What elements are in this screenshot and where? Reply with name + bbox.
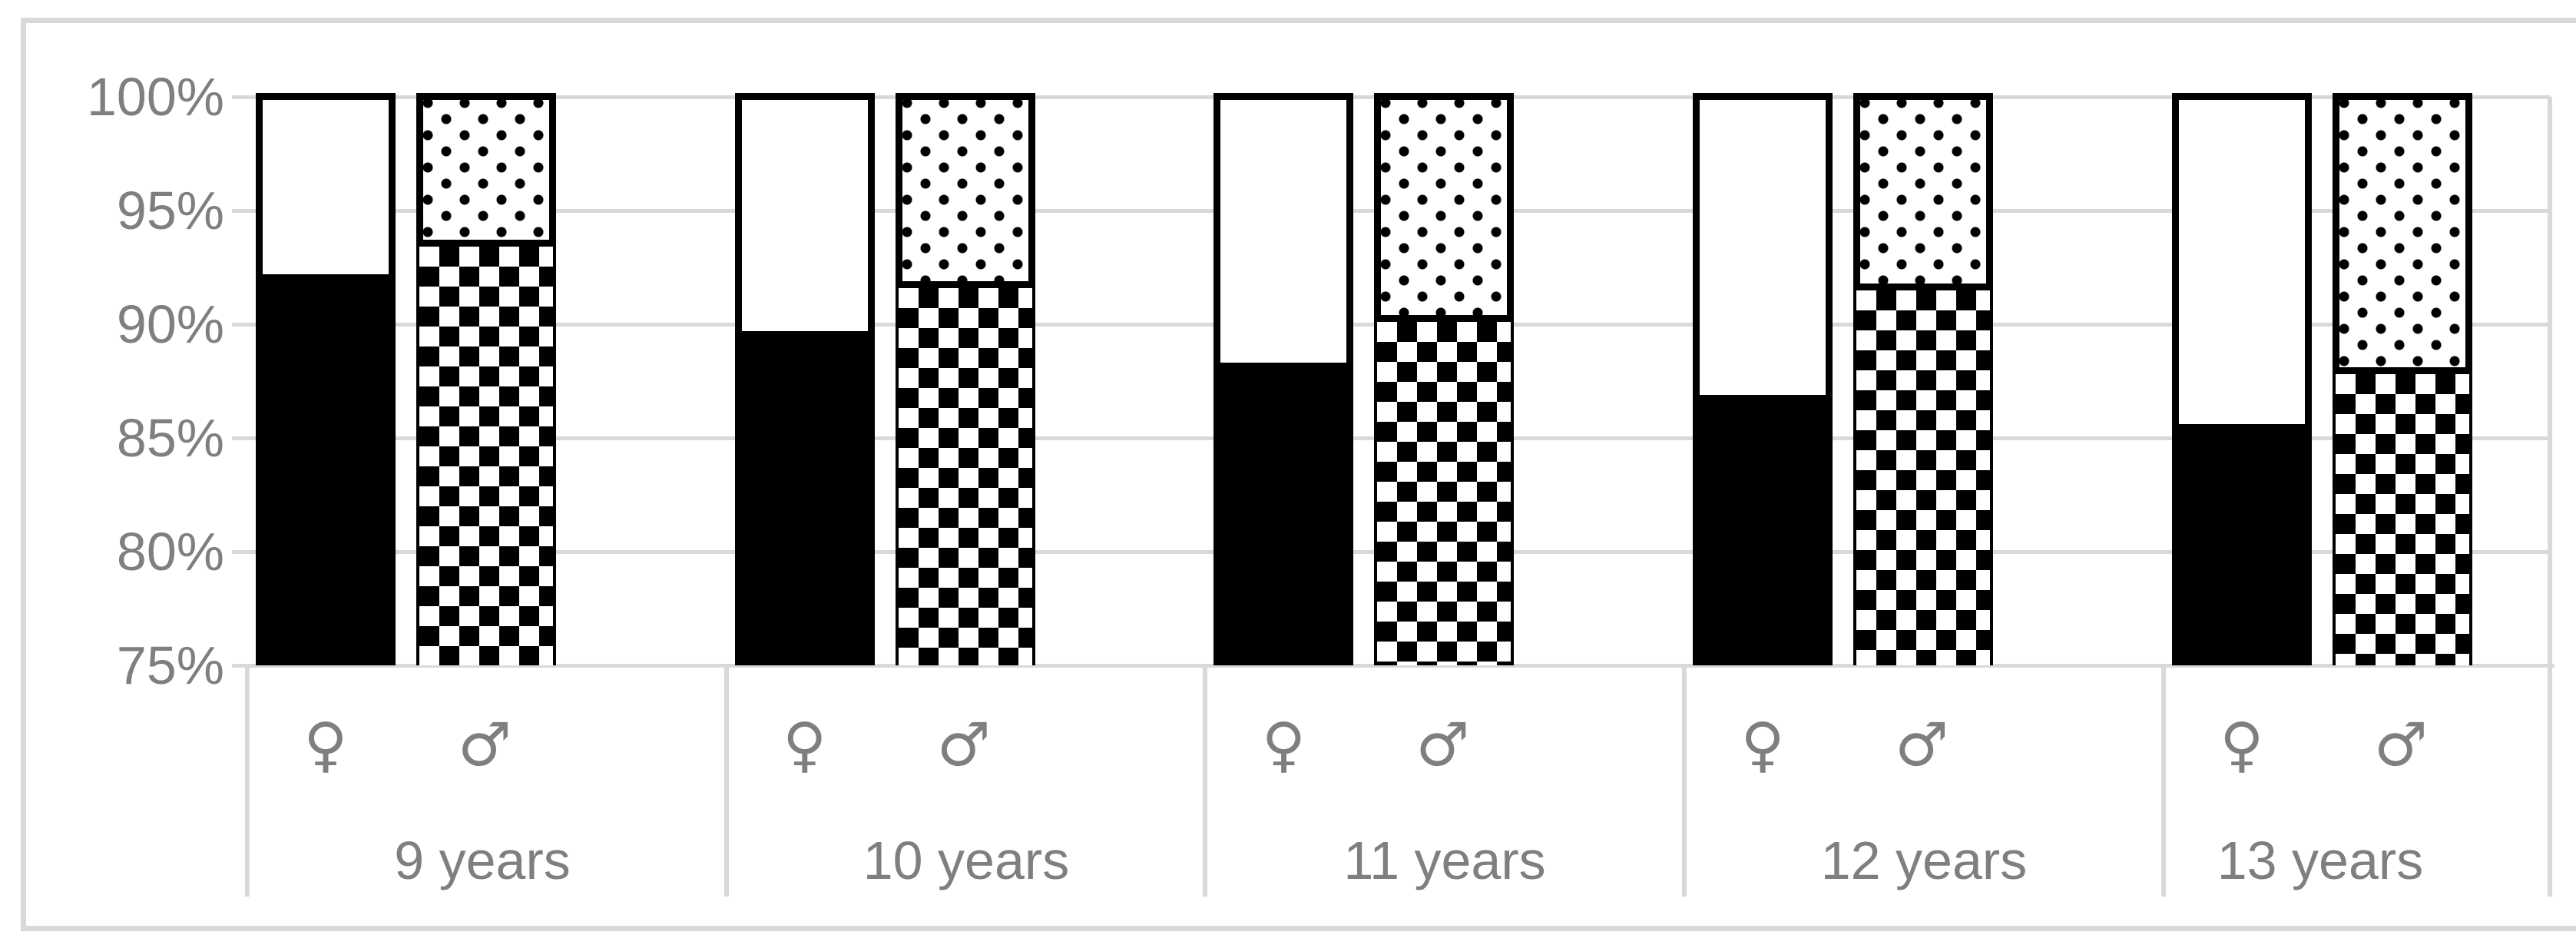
male-bar-upper-segment xyxy=(2332,93,2472,375)
chart-outer-border xyxy=(21,18,2576,931)
y-axis-tick-label: 85% xyxy=(116,408,224,468)
y-axis-tick xyxy=(232,209,247,213)
male-bar-lower-segment xyxy=(1374,322,1515,665)
female-bar-upper-segment xyxy=(256,93,396,281)
y-axis-tick xyxy=(232,323,247,327)
x-axis-line xyxy=(247,664,2554,668)
y-axis-tick-label: 80% xyxy=(116,522,224,582)
group-label: 12 years xyxy=(1820,831,2028,890)
y-axis-tick xyxy=(232,664,247,668)
male-symbol: ♂ xyxy=(1415,711,1470,780)
category-separator-line xyxy=(723,665,729,897)
y-axis-tick xyxy=(232,550,247,554)
plot-right-border xyxy=(2548,97,2552,897)
male-bar-upper-segment xyxy=(416,93,556,247)
female-bar-lower-segment xyxy=(2171,431,2312,665)
female-symbol: ♀ xyxy=(303,711,348,780)
female-bar-lower-segment xyxy=(256,280,396,665)
male-symbol: ♂ xyxy=(936,711,991,780)
male-bar-lower-segment xyxy=(895,287,1035,665)
male-bar-upper-segment xyxy=(1853,93,1994,290)
female-bar-upper-segment xyxy=(2171,93,2312,432)
group-label: 11 years xyxy=(1343,831,1546,890)
y-axis-tick xyxy=(232,436,247,440)
category-separator-line xyxy=(2160,665,2166,897)
male-bar-lower-segment xyxy=(2332,374,2472,665)
female-bar-lower-segment xyxy=(1693,401,1833,665)
female-bar-upper-segment xyxy=(734,93,875,338)
female-symbol: ♀ xyxy=(1261,711,1306,780)
y-axis-tick-label: 75% xyxy=(116,635,224,695)
female-bar-upper-segment xyxy=(1693,93,1833,402)
y-axis-tick xyxy=(232,95,247,99)
female-symbol: ♀ xyxy=(783,711,827,780)
male-symbol: ♂ xyxy=(458,711,512,780)
female-bar-lower-segment xyxy=(734,337,875,665)
group-label: 13 years xyxy=(2217,831,2424,890)
group-label: 9 years xyxy=(394,831,571,890)
male-bar-lower-segment xyxy=(1853,290,1994,665)
male-bar-lower-segment xyxy=(416,247,556,665)
female-bar-lower-segment xyxy=(1214,370,1354,665)
y-axis-tick-label: 90% xyxy=(116,294,224,354)
male-bar-upper-segment xyxy=(895,93,1035,288)
y-axis-tick-label: 100% xyxy=(86,67,224,127)
female-symbol: ♀ xyxy=(2220,711,2264,780)
male-symbol: ♂ xyxy=(1895,711,1949,780)
male-bar-upper-segment xyxy=(1374,93,1515,323)
female-bar-upper-segment xyxy=(1214,93,1354,370)
category-separator-line xyxy=(1203,665,1208,897)
female-symbol: ♀ xyxy=(1740,711,1785,780)
category-separator-line xyxy=(245,665,250,897)
group-label: 10 years xyxy=(863,831,1070,890)
category-separator-line xyxy=(1682,665,1687,897)
y-axis-tick-label: 95% xyxy=(116,181,224,240)
male-symbol: ♂ xyxy=(2373,711,2428,780)
